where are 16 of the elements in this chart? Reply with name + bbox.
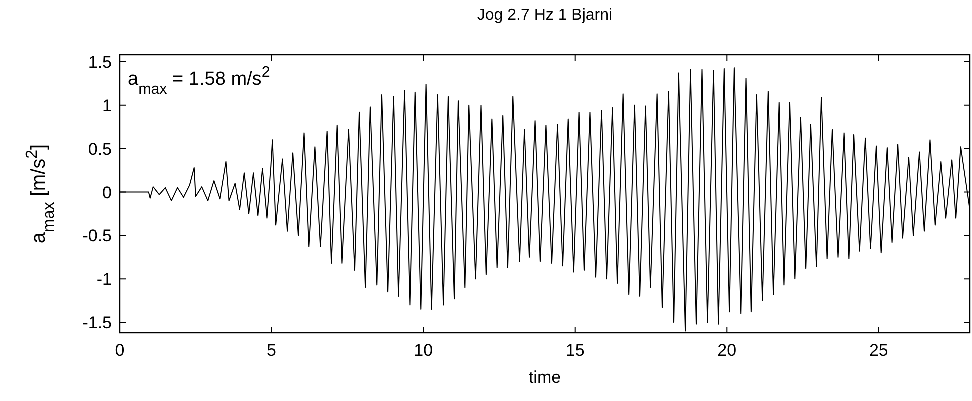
- y-tick-label: -0.5: [82, 226, 112, 246]
- chart-title: Jog 2.7 Hz 1 Bjarni: [477, 7, 613, 24]
- x-tick-label: 10: [414, 341, 434, 360]
- y-tick-label: 1: [102, 96, 112, 116]
- y-tick-label: 1.5: [88, 52, 112, 72]
- x-tick-label: 25: [869, 341, 888, 360]
- x-tick-label: 0: [115, 341, 125, 360]
- x-tick-label: 5: [267, 341, 277, 360]
- y-tick-label: -1: [96, 270, 112, 290]
- x-axis-title: time: [528, 368, 562, 387]
- y-tick-label: -1.5: [82, 314, 112, 333]
- annotation: a$_{max}$ = 1.58 m/s$^{2}$: [128, 64, 270, 98]
- x-tick-label: 15: [566, 341, 585, 360]
- y-tick-label: 0: [102, 183, 112, 202]
- y-tick-label: 0.5: [88, 140, 112, 159]
- x-tick-label: 20: [718, 341, 737, 360]
